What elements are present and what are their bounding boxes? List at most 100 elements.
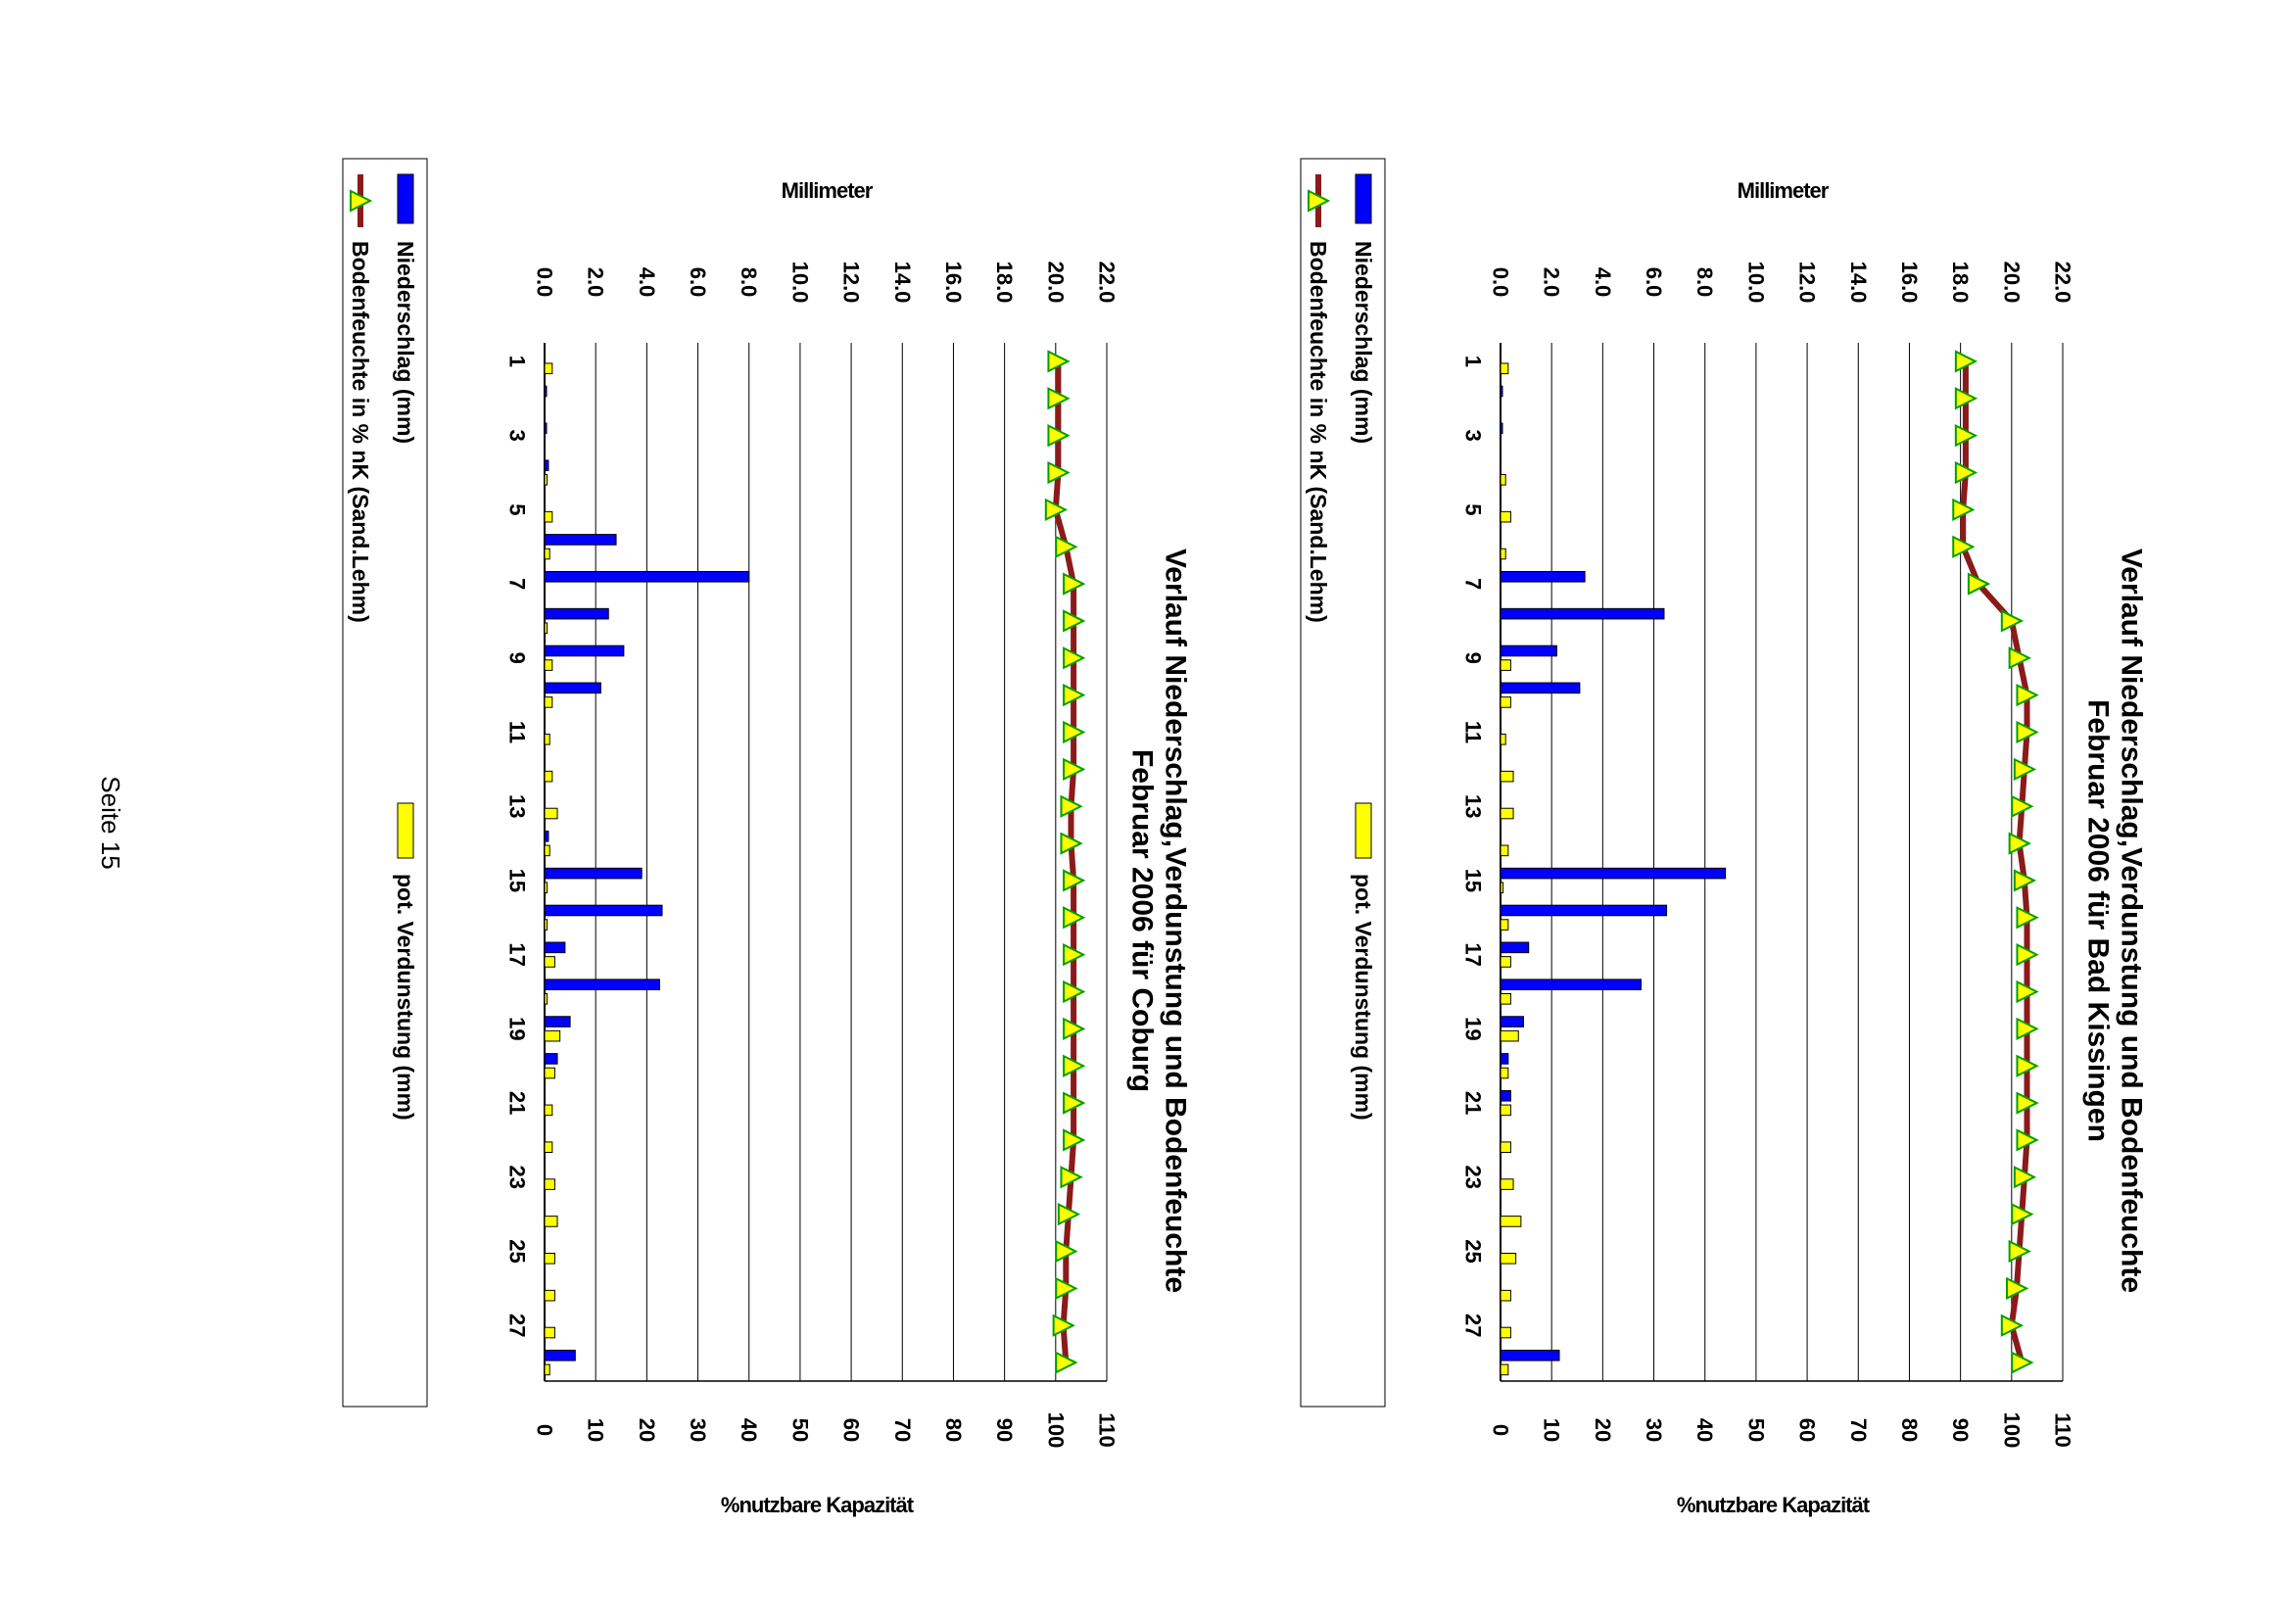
soil-moisture-point	[1954, 387, 1978, 410]
soil-moisture-point	[2016, 1054, 2039, 1077]
right-axis-tick: 90	[992, 1418, 1017, 1442]
chart-1: 0.0 2.0 4.0 6.0 8.0 10.0 12.0 14.0 16.0 18.0 20.0 2…	[1300, 158, 2148, 1517]
soil-moisture-point	[2000, 609, 2025, 633]
right-axis-tick: 20	[635, 1418, 659, 1442]
legend-swatch-soil-marker	[350, 189, 373, 213]
right-axis-tick: 110	[1095, 1412, 1120, 1448]
precip-bar	[1500, 422, 1503, 435]
soil-moisture-point	[1063, 572, 1086, 596]
right-axis-tick: 30	[686, 1418, 710, 1442]
soil-moisture-point	[2016, 943, 2039, 967]
left-axis-tick: 18.0	[1948, 262, 1973, 304]
evap-bar	[1500, 993, 1511, 1005]
category-tick: 5	[1461, 503, 1486, 515]
chart-title: Verlauf Niederschlag,Verdunstung und Bod…	[2116, 549, 2148, 1293]
page-number-text: Seite 15	[96, 776, 125, 869]
left-axis-title: Millimeter	[1738, 178, 1830, 203]
category-tick: 17	[1461, 942, 1486, 966]
evap-bar	[544, 1104, 553, 1117]
evap-bar	[544, 622, 548, 635]
soil-moisture-point	[1954, 460, 1978, 485]
precip-bar	[1500, 645, 1557, 657]
soil-moisture-point	[1044, 498, 1069, 521]
precip-bar	[544, 904, 663, 917]
soil-moisture-point	[1057, 1203, 1081, 1226]
legend-swatch-evap	[1355, 802, 1372, 859]
left-axis-tick: 16.0	[1897, 262, 1922, 304]
left-axis-tick: 20.0	[1999, 262, 2024, 304]
soil-moisture-point	[1047, 350, 1071, 373]
soil-moisture-point	[1063, 757, 1086, 781]
precip-bar	[1500, 1089, 1511, 1102]
right-axis-tick: 30	[1642, 1418, 1666, 1442]
soil-moisture-point	[2011, 1203, 2034, 1226]
category-tick: 7	[505, 578, 530, 590]
left-axis-tick: 6.0	[686, 267, 710, 298]
right-axis-tick: 60	[839, 1418, 864, 1442]
precip-bar	[544, 1349, 576, 1361]
right-axis-tick: 0	[533, 1424, 557, 1436]
category-tick: 13	[505, 794, 530, 818]
category-tick: 25	[1461, 1239, 1486, 1263]
soil-moisture-point	[1060, 832, 1083, 855]
soil-moisture-point	[1952, 498, 1976, 521]
left-axis-tick: 12.0	[839, 262, 864, 304]
soil-moisture-point	[2013, 1166, 2037, 1189]
left-axis-tick: 22.0	[2051, 262, 2075, 304]
legend-box	[1300, 158, 1386, 1408]
soil-moisture-point	[1063, 720, 1086, 744]
soil-moisture-point	[2016, 1091, 2039, 1115]
soil-moisture-point	[1063, 906, 1086, 930]
evap-bar	[544, 548, 550, 560]
soil-moisture-point	[2016, 720, 2039, 744]
right-axis-tick: 0	[1489, 1424, 1513, 1436]
evap-bar	[1500, 734, 1506, 745]
precip-bar	[1500, 682, 1581, 694]
precip-bar	[544, 867, 643, 880]
legend-label-precip: Niederschlag (mm)	[393, 241, 418, 444]
right-axis-tick: 10	[1540, 1418, 1564, 1442]
soil-moisture-point	[1063, 1091, 1086, 1115]
precip-bar	[544, 607, 609, 620]
precip-bar	[1500, 867, 1727, 880]
precip-bar	[544, 1016, 571, 1027]
category-tick: 21	[1461, 1091, 1486, 1115]
evap-bar	[1500, 1067, 1509, 1079]
legend-box	[342, 158, 428, 1408]
evap-bar	[1500, 510, 1511, 523]
category-tick: 15	[1461, 869, 1486, 892]
category-tick: 23	[505, 1166, 530, 1189]
category-tick: 27	[1461, 1314, 1486, 1337]
category-tick: 11	[505, 721, 530, 743]
right-axis-tick: 80	[941, 1418, 966, 1442]
soil-moisture-point	[1055, 1351, 1078, 1374]
precip-bar	[544, 385, 548, 398]
precip-bar	[544, 941, 566, 954]
left-axis-tick: 4.0	[635, 267, 659, 298]
soil-moisture-point	[1952, 535, 1976, 558]
precip-bar	[544, 1053, 558, 1065]
chart-subtitle: Februar 2006 für Coburg	[1126, 749, 1159, 1092]
soil-moisture-point	[2000, 1314, 2025, 1337]
evap-bar	[544, 956, 555, 968]
left-axis-tick: 14.0	[1846, 262, 1871, 304]
soil-moisture-point	[2013, 757, 2037, 781]
category-tick: 3	[505, 430, 530, 442]
evap-bar	[544, 807, 558, 820]
soil-moisture-point	[2016, 979, 2039, 1004]
right-axis-tick: 100	[1999, 1412, 2024, 1449]
soil-moisture-point	[1063, 609, 1086, 633]
soil-moisture-point	[1060, 794, 1083, 818]
precip-bar	[1500, 1349, 1560, 1361]
evap-bar	[544, 696, 553, 708]
left-axis-tick: 14.0	[890, 262, 915, 304]
evap-bar	[1500, 956, 1511, 968]
soil-moisture-point	[1063, 1017, 1086, 1040]
left-axis-title: Millimeter	[782, 178, 874, 203]
soil-moisture-point	[2016, 906, 2039, 930]
left-axis-tick: 22.0	[1095, 262, 1120, 304]
right-axis-tick: 60	[1795, 1418, 1820, 1442]
left-axis-tick: 2.0	[584, 267, 608, 298]
